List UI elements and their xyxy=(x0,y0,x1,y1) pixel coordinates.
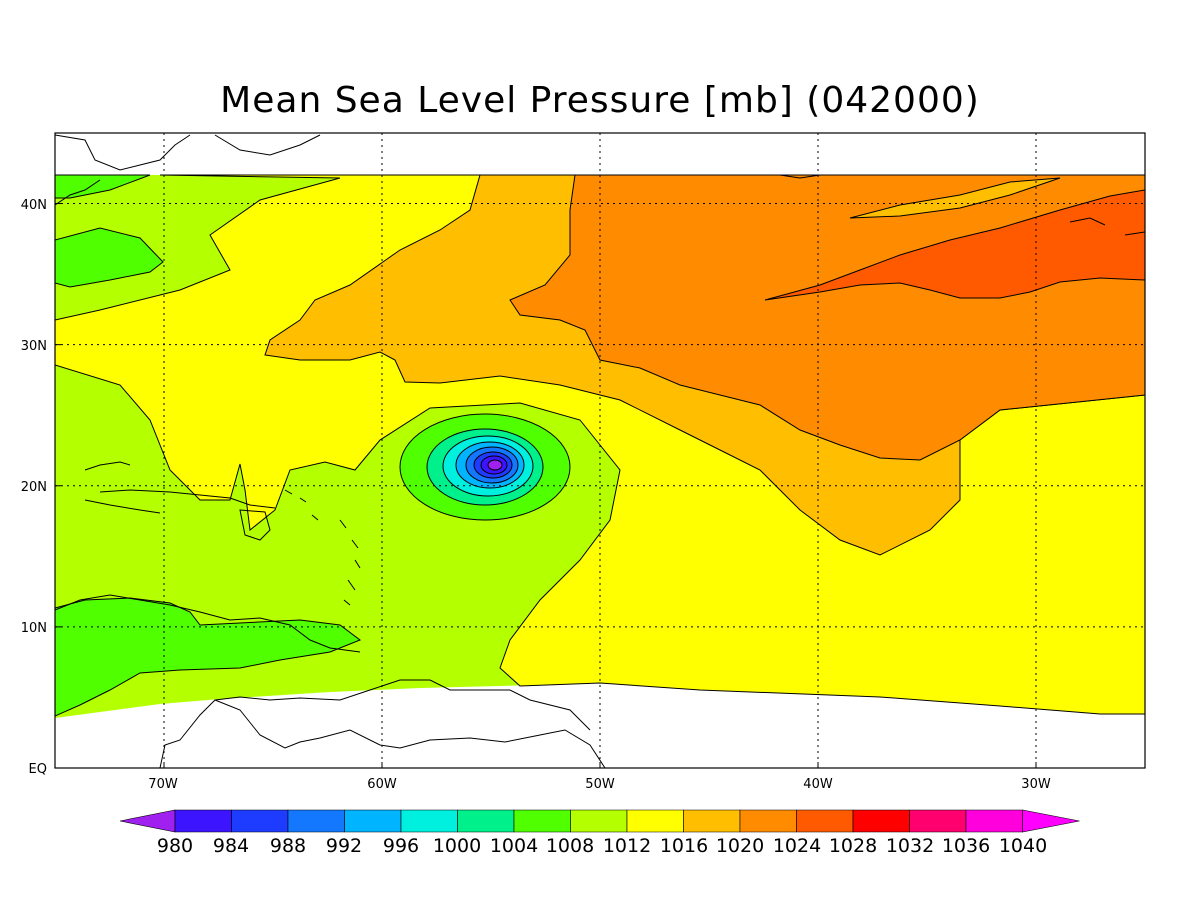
y-axis-labels: EQ 10N 20N 30N 40N xyxy=(21,198,47,777)
colorbar-arrow-right xyxy=(1022,809,1080,833)
band-1028 xyxy=(764,189,1145,301)
colorbar-label: 1036 xyxy=(942,835,990,857)
colorbar-segment xyxy=(852,809,910,833)
colorbar-label: 1024 xyxy=(773,835,821,857)
colorbar-label: 1032 xyxy=(886,835,934,857)
colorbar-segment xyxy=(457,809,515,833)
colorbar-label: 1012 xyxy=(603,835,651,857)
coastlines xyxy=(55,134,1145,768)
band-1020-tongue xyxy=(849,177,1061,219)
colorbar-segment xyxy=(796,809,854,833)
colorbar-label: 984 xyxy=(213,835,249,857)
colorbar-segment xyxy=(965,809,1023,833)
colorbar-segment xyxy=(231,809,289,833)
colorbar-label: 1016 xyxy=(660,835,708,857)
map-title: Mean Sea Level Pressure [mb] (042000) xyxy=(220,80,980,121)
colorbar-segment xyxy=(570,809,628,833)
x-tick-label: 30W xyxy=(1021,777,1051,792)
colorbar-label: 992 xyxy=(326,835,362,857)
grid-lines xyxy=(55,133,1145,768)
colorbar-segment xyxy=(739,809,797,833)
colorbar-label: 980 xyxy=(157,835,193,857)
colorbar-segment xyxy=(683,809,741,833)
x-tick-label: 50W xyxy=(585,777,615,792)
colorbar xyxy=(119,809,1080,833)
band-1008-west xyxy=(55,597,362,717)
y-tick-label: 10N xyxy=(21,621,47,636)
colorbar-segment xyxy=(513,809,571,833)
colorbar-label: 1020 xyxy=(716,835,764,857)
colorbar-segment xyxy=(287,809,345,833)
y-tick-label: 20N xyxy=(21,480,47,495)
y-tick-label: EQ xyxy=(29,762,47,777)
colorbar-segment xyxy=(909,809,967,833)
x-tick-label: 70W xyxy=(148,777,178,792)
x-axis-labels: 70W 60W 50W 40W 30W xyxy=(148,777,1051,792)
colorbar-label: 1000 xyxy=(433,835,481,857)
colorbar-labels: 980 984 988 992 996 1000 1004 1008 1012 … xyxy=(157,835,1047,857)
colorbar-segment xyxy=(400,809,458,833)
band-1008-north xyxy=(55,227,164,288)
tick-marks xyxy=(55,203,1037,768)
colorbar-segment xyxy=(174,809,232,833)
y-tick-label: 40N xyxy=(21,198,47,213)
colorbar-arrow-left xyxy=(119,809,176,833)
x-tick-label: 60W xyxy=(367,777,397,792)
x-tick-label: 40W xyxy=(803,777,833,792)
colorbar-segment xyxy=(626,809,684,833)
colorbar-label: 1040 xyxy=(999,835,1047,857)
cyclone-ring-980 xyxy=(487,459,503,471)
y-tick-label: 30N xyxy=(21,339,47,354)
colorbar-label: 1028 xyxy=(829,835,877,857)
colorbar-label: 1008 xyxy=(546,835,594,857)
colorbar-segment xyxy=(344,809,402,833)
colorbar-label: 996 xyxy=(383,835,419,857)
colorbar-label: 1004 xyxy=(490,835,538,857)
colorbar-label: 988 xyxy=(270,835,306,857)
